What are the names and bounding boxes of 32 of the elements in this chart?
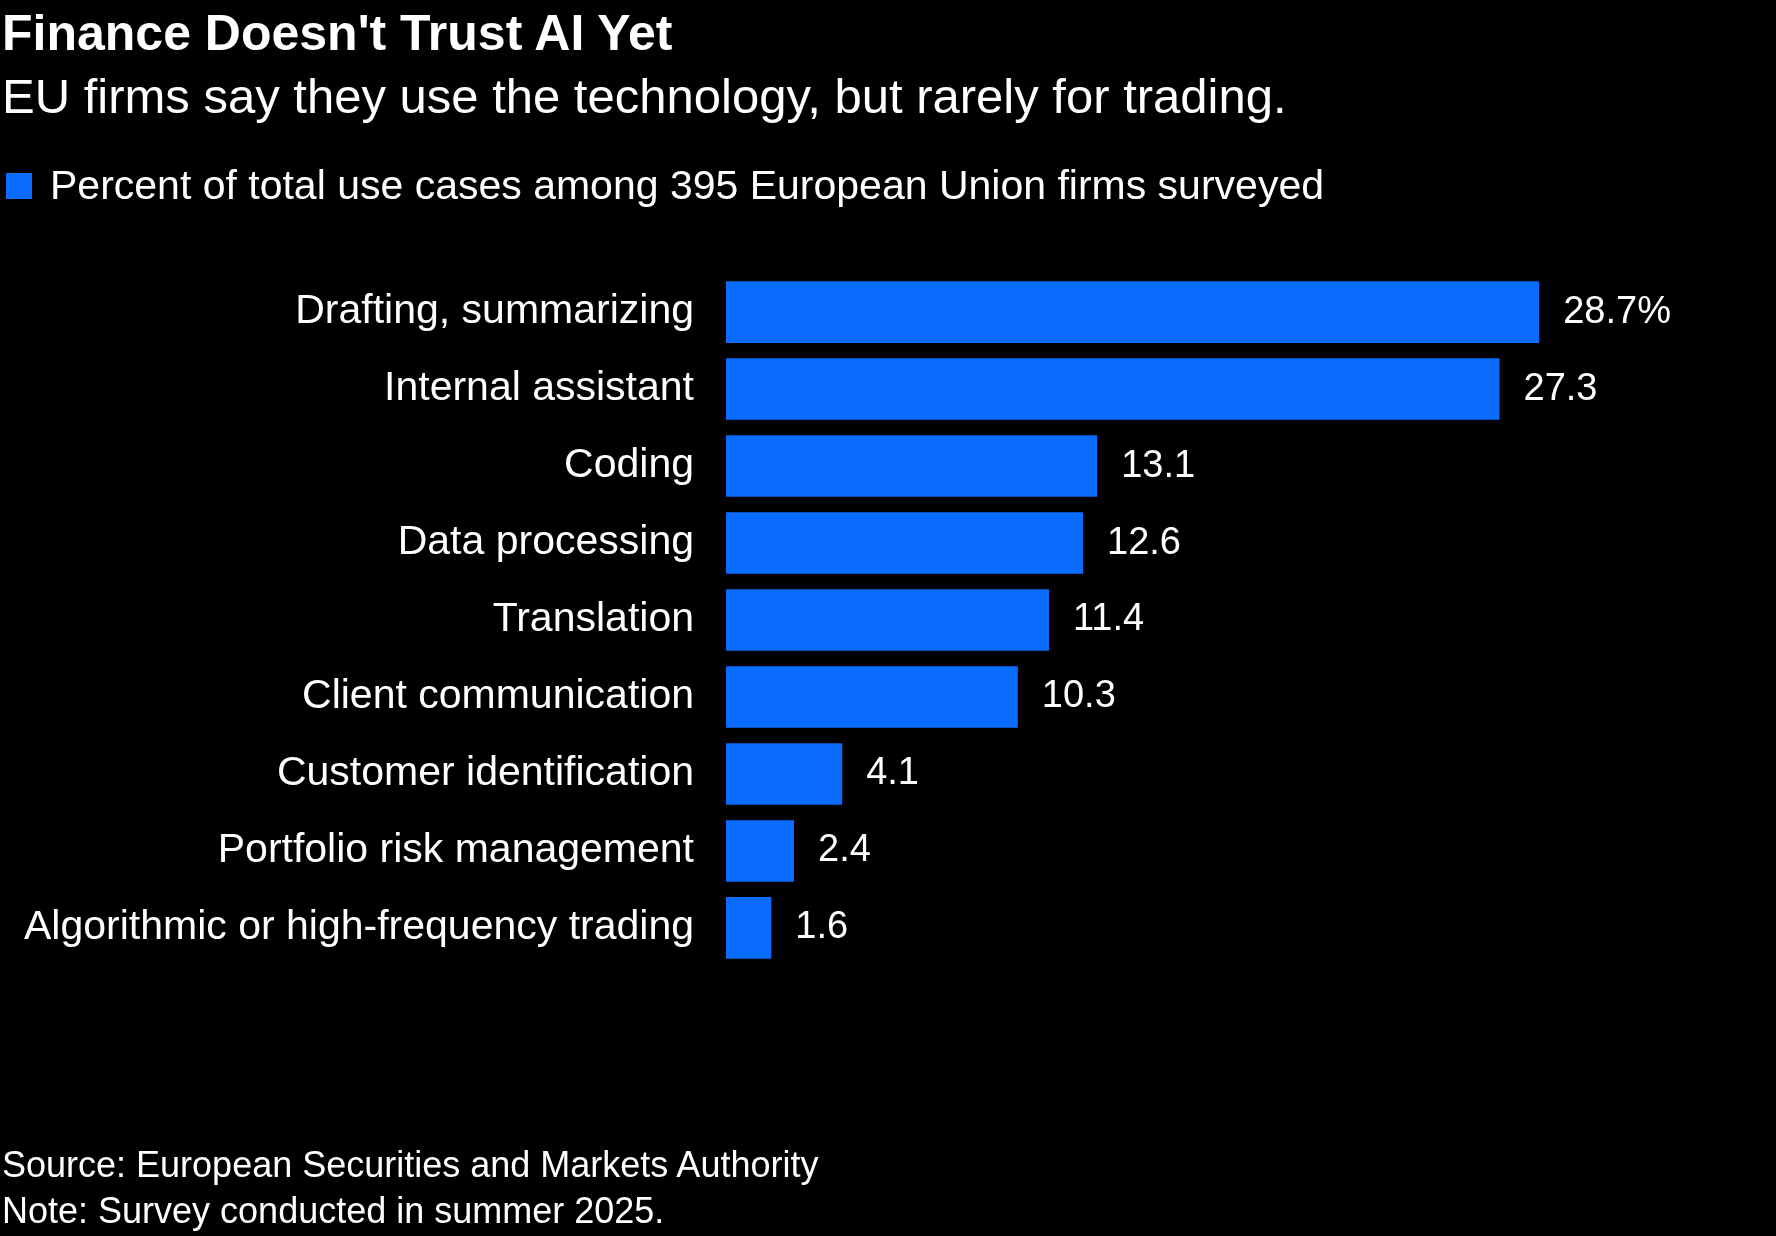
- data-label: 28.7%: [1563, 288, 1671, 331]
- data-label: 1.6: [795, 904, 849, 947]
- legend-label: Percent of total use cases among 395 European Union firms surveyed: [50, 162, 1324, 209]
- data-label: 11.4: [1073, 596, 1145, 639]
- chart-subtitle: EU firms say they use the technology, but rarely for trading.: [2, 68, 1287, 124]
- bar: [725, 820, 794, 882]
- y-tick-label: Coding: [564, 440, 694, 487]
- y-tick-label: Client communication: [302, 671, 694, 718]
- data-label: 4.1: [866, 750, 919, 793]
- data-label: 27.3: [1523, 365, 1598, 408]
- bar: [725, 743, 843, 805]
- y-tick-label: Algorithmic or high-frequency trading: [23, 902, 694, 949]
- y-tick-label: Internal assistant: [384, 363, 695, 410]
- bar: [725, 281, 1540, 343]
- data-label: 12.6: [1107, 519, 1181, 562]
- source-note: Source: European Securities and Markets Authority: [2, 1143, 819, 1187]
- data-label: 2.4: [817, 827, 871, 870]
- bar: [725, 666, 1018, 728]
- y-tick-label: Translation: [492, 594, 694, 641]
- data-label: 13.1: [1121, 442, 1196, 485]
- bar: [725, 512, 1083, 574]
- bar: [725, 589, 1049, 651]
- y-tick-label: Customer identification: [276, 748, 694, 795]
- bar: [725, 897, 772, 959]
- bar: [725, 435, 1098, 497]
- bar: [725, 358, 1500, 420]
- y-tick-label: Data processing: [397, 517, 694, 564]
- data-label: 10.3: [1041, 673, 1116, 716]
- y-tick-label: Drafting, summarizing: [295, 286, 694, 333]
- text: Note: Survey conducted in summer 2025.: [2, 1189, 666, 1233]
- y-tick-label: Portfolio risk management: [217, 825, 695, 872]
- chart-title: Finance Doesn't Trust AI Yet: [2, 4, 673, 62]
